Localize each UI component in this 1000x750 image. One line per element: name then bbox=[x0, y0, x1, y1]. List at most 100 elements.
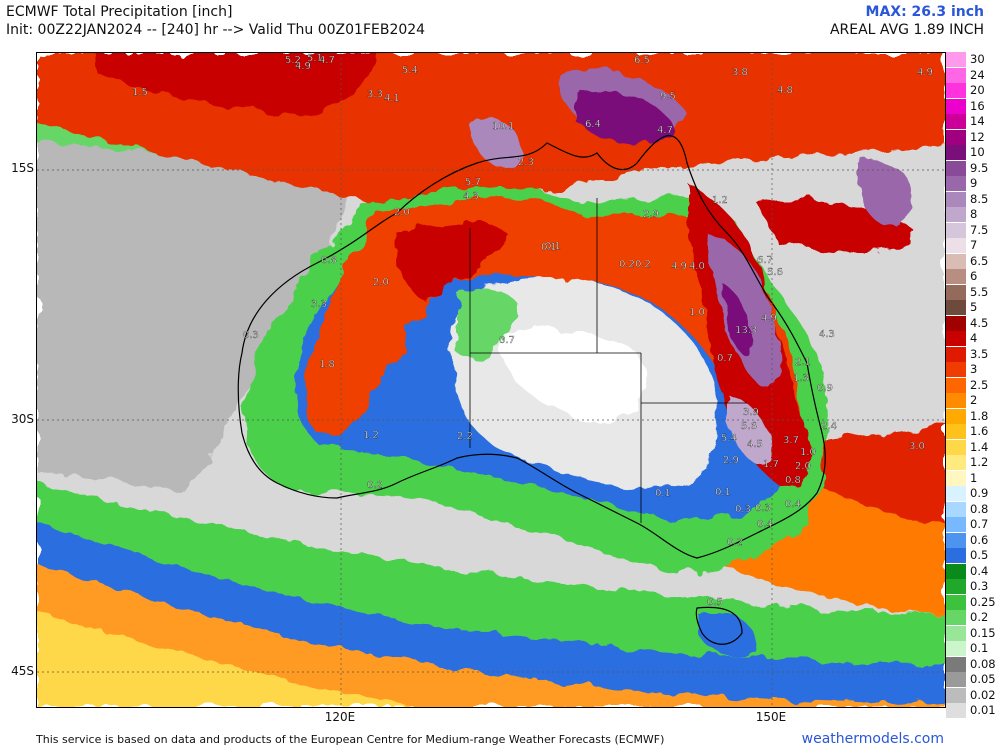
legend-item: 30 bbox=[946, 52, 1000, 67]
legend-swatch bbox=[946, 160, 966, 176]
map-value-label: 1.0 bbox=[800, 447, 816, 458]
legend-item: 3 bbox=[946, 362, 1000, 377]
legend-label: 2 bbox=[970, 393, 978, 407]
map-value-label: 0.2 bbox=[727, 537, 743, 548]
map-value-label: 6.4 bbox=[585, 119, 601, 130]
legend-swatch bbox=[946, 703, 966, 718]
legend-swatch bbox=[946, 315, 966, 331]
map-value-label: 1.5 bbox=[132, 87, 148, 98]
legend-item: 0.4 bbox=[946, 563, 1000, 579]
max-value-label: MAX: 26.3 inch bbox=[865, 4, 984, 20]
map-value-label: 5.6 bbox=[741, 421, 757, 432]
legend-item: 5 bbox=[946, 300, 1000, 315]
map-value-label: 13.3 bbox=[735, 325, 757, 336]
map-value-label: 4.3 bbox=[463, 191, 479, 202]
legend-swatch bbox=[946, 501, 966, 517]
map-value-label: 0.1 bbox=[541, 242, 557, 253]
legend-item: 0.05 bbox=[946, 672, 1000, 687]
legend-label: 1.6 bbox=[970, 424, 989, 438]
legend-item: 0.1 bbox=[946, 641, 1000, 656]
coastline bbox=[237, 135, 826, 645]
map-value-label: 0.3 bbox=[755, 503, 771, 514]
map-value-label: 4.9 bbox=[761, 313, 777, 324]
legend-swatch bbox=[946, 129, 966, 145]
legend-item: 0.3 bbox=[946, 579, 1000, 594]
brand-link[interactable]: weathermodels.com bbox=[801, 731, 944, 747]
map-value-label: 0.1 bbox=[715, 487, 731, 498]
legend-label: 7.5 bbox=[970, 222, 989, 237]
legend-item: 0.2 bbox=[946, 610, 1000, 625]
legend-swatch bbox=[946, 594, 966, 610]
legend-label: 0.3 bbox=[970, 579, 989, 593]
map-value-label: 5.7 bbox=[465, 177, 481, 188]
map-value-label: 1.2 bbox=[363, 430, 379, 441]
legend-label: 1.2 bbox=[970, 455, 989, 469]
map-value-label: 6.5 bbox=[634, 55, 650, 66]
legend-label: 2.5 bbox=[970, 377, 989, 392]
attribution-text: This service is based on data and produc… bbox=[36, 733, 665, 746]
map-value-label: 5.6 bbox=[767, 267, 783, 278]
legend-label: 1 bbox=[970, 470, 978, 485]
legend-label: 0.15 bbox=[970, 625, 996, 640]
legend-swatch bbox=[946, 346, 966, 362]
legend-label: 5.5 bbox=[970, 284, 989, 299]
map-value-label: 6.7 bbox=[757, 255, 773, 266]
map-value-label: 0.1 bbox=[545, 241, 561, 252]
legend-item: 1.8 bbox=[946, 408, 1000, 424]
legend-item: 9 bbox=[946, 176, 1000, 191]
legend-label: 0.01 bbox=[970, 703, 996, 717]
lat-label-45s: 45S bbox=[11, 664, 34, 678]
lat-label-30s: 30S bbox=[11, 412, 34, 426]
map-value-label: 0.2 bbox=[367, 480, 383, 491]
map-value-label: 0.5 bbox=[707, 597, 723, 608]
legend-swatch bbox=[946, 98, 966, 114]
legend-swatch bbox=[946, 362, 966, 377]
legend-label: 0.08 bbox=[970, 656, 996, 671]
legend-item: 8.5 bbox=[946, 191, 1000, 207]
map-value-label: 3.9 bbox=[743, 407, 759, 418]
map-value-label: 3.8 bbox=[732, 67, 748, 78]
legend-swatch bbox=[946, 579, 966, 594]
map-value-label: 2.0 bbox=[373, 277, 389, 288]
legend-item: 0.5 bbox=[946, 548, 1000, 563]
legend-item: 4.5 bbox=[946, 315, 1000, 331]
legend-label: 8.5 bbox=[970, 191, 989, 206]
map-value-label: 0.8 bbox=[321, 255, 337, 266]
legend-item: 3.5 bbox=[946, 346, 1000, 362]
legend-label: 0.1 bbox=[970, 641, 989, 655]
legend-item: 1.2 bbox=[946, 455, 1000, 470]
legend-item: 0.25 bbox=[946, 594, 1000, 610]
map-value-label: 2.4 bbox=[821, 421, 837, 432]
lon-label-120e: 120E bbox=[324, 710, 356, 724]
map-value-label: 2.0 bbox=[795, 461, 811, 472]
legend-item: 7 bbox=[946, 238, 1000, 253]
map-value-label: 4.7 bbox=[657, 125, 673, 136]
state-borders bbox=[469, 198, 747, 523]
legend-swatch bbox=[946, 563, 966, 579]
legend-item: 0.08 bbox=[946, 656, 1000, 672]
map-value-label: 0.4 bbox=[785, 499, 801, 510]
legend-label: 3.5 bbox=[970, 346, 989, 361]
map-value-label: 4.5 bbox=[747, 439, 763, 450]
map-value-label: 2.3 bbox=[518, 157, 534, 168]
legend-label: 0.5 bbox=[970, 548, 989, 562]
map-value-label: 1.8 bbox=[319, 359, 335, 370]
legend-swatch bbox=[946, 470, 966, 486]
map-value-label: 4.0 bbox=[689, 261, 705, 272]
map-value-label: 4.1 bbox=[384, 93, 400, 104]
legend-swatch bbox=[946, 191, 966, 207]
map-value-label: 0.4 bbox=[757, 519, 773, 530]
legend-swatch bbox=[946, 393, 966, 408]
legend-swatch bbox=[946, 486, 966, 501]
graticule bbox=[37, 53, 945, 707]
map-value-label: 1.7 bbox=[763, 459, 779, 470]
legend-swatch bbox=[946, 656, 966, 672]
legend-label: 8 bbox=[970, 207, 978, 221]
legend-swatch bbox=[946, 238, 966, 253]
legend-swatch bbox=[946, 377, 966, 393]
legend-label: 5 bbox=[970, 300, 978, 314]
legend-label: 16 bbox=[970, 98, 985, 113]
legend-label: 12 bbox=[970, 129, 985, 144]
map-value-label: 0.3 bbox=[243, 330, 259, 341]
legend-swatch bbox=[946, 207, 966, 222]
